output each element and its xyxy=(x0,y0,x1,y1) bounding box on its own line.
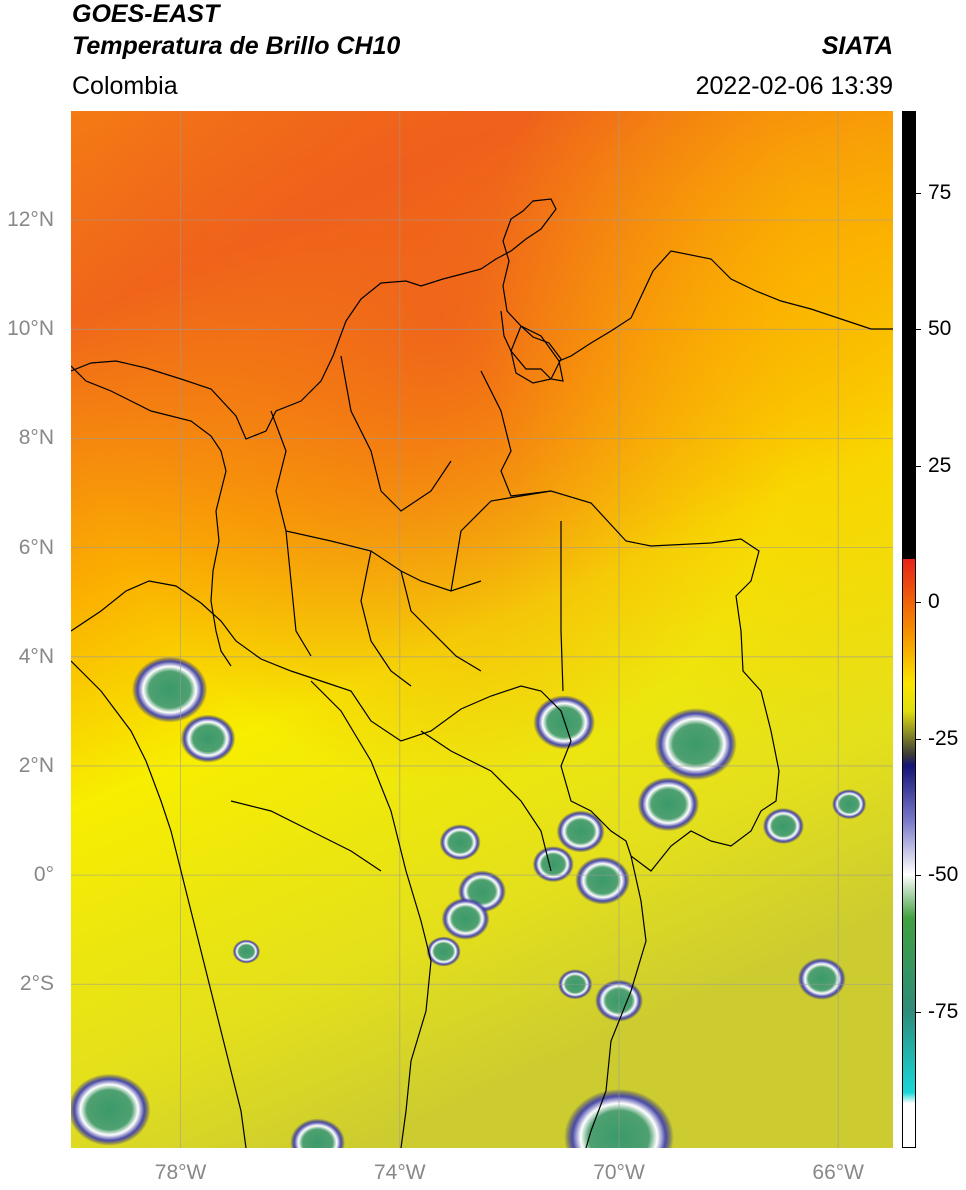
convective-cell xyxy=(832,789,867,820)
convective-cell xyxy=(290,1118,345,1148)
convective-cell xyxy=(232,939,261,964)
colorbar-label-minus75: -75 xyxy=(928,999,959,1023)
convective-cell xyxy=(441,897,490,940)
caribbean-coast xyxy=(71,198,564,440)
dept-border-3 xyxy=(285,530,312,657)
colorbar-tick xyxy=(916,602,921,604)
coastlines-and-borders xyxy=(71,198,893,1148)
pacific-coast xyxy=(71,660,247,1148)
colorbar-tick xyxy=(916,329,921,331)
colorbar-tick xyxy=(916,875,921,877)
colorbar-tick xyxy=(916,1011,921,1013)
lat-label-2s: 2°S xyxy=(19,972,54,996)
lat-label-4n: 4°N xyxy=(18,644,54,668)
convective-cell xyxy=(575,856,630,905)
colorbar-label-50: 50 xyxy=(928,317,952,341)
convective-cell xyxy=(426,936,461,967)
lon-label-74w: 74°W xyxy=(374,1161,426,1184)
colorbar-label-75: 75 xyxy=(928,180,952,204)
colorbar-label-0: 0 xyxy=(928,590,940,614)
dept-border-2 xyxy=(400,570,482,672)
ecuador-peru-border xyxy=(310,680,432,1148)
product-title: Temperatura de Brillo CH10 xyxy=(72,32,401,60)
colorbar-tick xyxy=(916,192,921,194)
region-label: Colombia xyxy=(72,72,178,100)
convective-cell xyxy=(439,824,481,861)
lat-label-2n: 2°N xyxy=(18,753,54,777)
datetime-label: 2022-02-06 13:39 xyxy=(695,72,893,100)
colombia-east-border xyxy=(71,370,780,872)
lat-label-12n: 12°N xyxy=(7,208,54,232)
colorbar xyxy=(902,111,916,1148)
colorbar-label-minus25: -25 xyxy=(928,726,959,750)
lat-label-6n: 6°N xyxy=(18,535,54,559)
convective-cell xyxy=(637,777,700,832)
convective-cell xyxy=(180,714,236,763)
colorbar-tick xyxy=(916,738,921,740)
satellite-title: GOES-EAST xyxy=(72,0,220,28)
dept-border-9 xyxy=(560,521,564,692)
lon-label-66w: 66°W xyxy=(812,1161,864,1184)
convective-cell xyxy=(762,807,804,844)
graticule xyxy=(71,111,893,1148)
panama-coast xyxy=(71,365,232,667)
dept-border-4 xyxy=(360,550,412,687)
lat-label-10n: 10°N xyxy=(7,317,54,341)
brand-label: SIATA xyxy=(821,32,893,60)
lat-label-8n: 8°N xyxy=(18,426,54,450)
convective-cell xyxy=(532,846,574,883)
colorbar-tick xyxy=(916,465,921,467)
east-warm-overlay xyxy=(71,111,893,1148)
dept-border-7 xyxy=(420,730,552,872)
convective-cell xyxy=(71,1073,151,1146)
lon-label-70w: 70°W xyxy=(593,1161,645,1184)
lat-label-0: 0° xyxy=(33,863,54,887)
convective-cell xyxy=(654,708,737,781)
dept-border-1 xyxy=(270,410,482,592)
dept-border-6 xyxy=(340,355,452,512)
lake-maracaibo xyxy=(510,324,562,384)
colorbar-label-minus50: -50 xyxy=(928,863,959,887)
convective-cell xyxy=(797,957,846,1000)
satellite-map[interactable] xyxy=(71,111,893,1148)
colorbar-label-25: 25 xyxy=(928,453,952,477)
convective-cells xyxy=(71,656,867,1148)
lon-label-78w: 78°W xyxy=(154,1161,207,1184)
convective-cell xyxy=(556,810,605,853)
convective-cell xyxy=(131,656,208,723)
dept-border-8 xyxy=(230,800,382,872)
dept-border-5 xyxy=(450,490,552,592)
peru-brazil-border xyxy=(585,855,647,1148)
venezuela-coast xyxy=(558,250,893,362)
